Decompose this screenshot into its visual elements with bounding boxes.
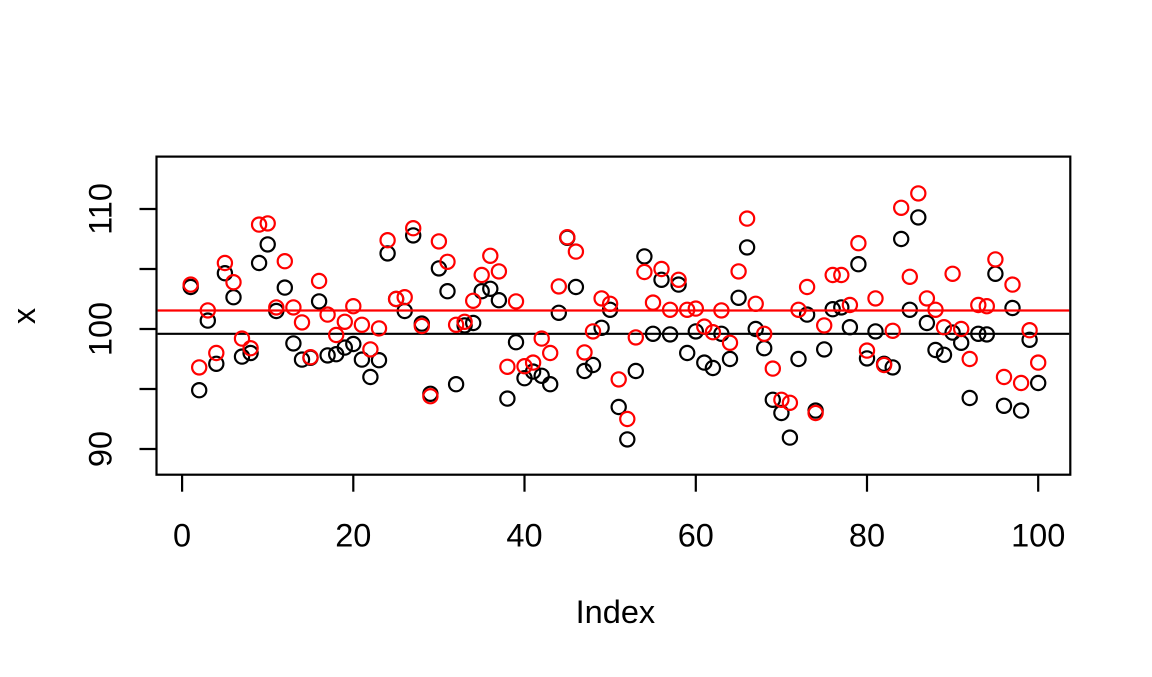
svg-text:40: 40 [506,518,542,554]
svg-text:110: 110 [83,183,119,235]
svg-text:x: x [6,308,42,324]
svg-text:90: 90 [83,431,119,467]
svg-text:80: 80 [849,518,885,554]
svg-text:20: 20 [335,518,371,554]
svg-text:100: 100 [83,302,119,356]
svg-text:100: 100 [1011,518,1065,554]
svg-text:60: 60 [678,518,714,554]
svg-text:0: 0 [173,518,191,554]
svg-text:Index: Index [576,594,656,630]
